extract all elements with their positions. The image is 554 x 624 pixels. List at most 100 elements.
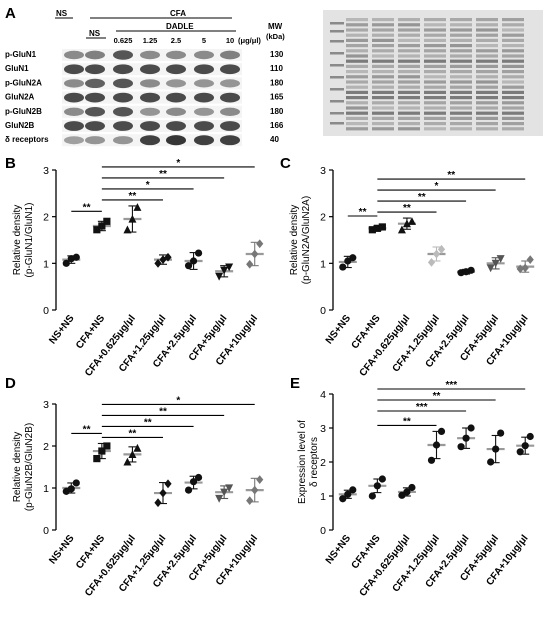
stain-band — [398, 18, 420, 22]
band-lane-2 — [85, 64, 105, 75]
data-point — [368, 492, 376, 500]
band-lane-5 — [166, 135, 186, 146]
band-lane-6 — [194, 121, 214, 131]
stain-band — [398, 106, 420, 110]
stain-band — [450, 75, 472, 79]
data-point — [128, 214, 137, 223]
stain-band — [372, 54, 394, 58]
stain-band — [346, 38, 368, 42]
significance-label: * — [176, 395, 180, 406]
data-point — [98, 222, 106, 230]
band-lane-4 — [140, 92, 160, 103]
data-point — [159, 255, 167, 264]
stain-band — [346, 127, 368, 131]
stain-band — [372, 44, 394, 48]
band-lane-1 — [64, 50, 84, 60]
band-lane-7 — [220, 92, 240, 103]
stain-band — [424, 64, 446, 68]
band-lane-1 — [64, 107, 84, 117]
data-point — [133, 443, 142, 452]
stain-band — [372, 127, 394, 131]
significance-label: ** — [447, 170, 455, 181]
group-cfa-ns: CFA+NS — [74, 217, 111, 351]
dose-label-1-25: 1.25 — [143, 36, 158, 45]
mw-label: MW — [268, 22, 283, 31]
stain-band — [476, 127, 498, 131]
band-lane-3 — [113, 50, 133, 60]
band-lane-7 — [220, 64, 240, 75]
band-lane-3 — [113, 107, 133, 117]
data-point — [220, 488, 229, 497]
stain-band — [398, 23, 420, 27]
stain-band — [450, 18, 472, 22]
data-point — [467, 424, 475, 432]
band-lane-4 — [140, 107, 160, 116]
stain-band — [372, 38, 394, 42]
stain-band — [502, 85, 524, 89]
band-lane-5 — [166, 64, 186, 75]
significance-label: ** — [433, 391, 441, 402]
stain-band — [372, 122, 394, 126]
stain-band — [346, 96, 368, 100]
stain-band — [346, 49, 368, 53]
data-point — [407, 217, 416, 225]
stain-band — [424, 80, 446, 84]
data-point — [521, 442, 529, 450]
y-axis-label-line-1: Relative density — [289, 205, 300, 276]
stain-band — [398, 64, 420, 68]
stain-band — [346, 70, 368, 74]
panel-a-western-blot: A NS CFA NS DADLE 0.625 1.25 2.5 5 10 (μg/μl… — [5, 5, 543, 147]
stain-band — [450, 90, 472, 94]
band-lane-3 — [113, 92, 133, 103]
band-lane-7 — [220, 121, 240, 131]
band-lane-6 — [194, 64, 214, 75]
stain-band — [398, 70, 420, 74]
stain-band — [372, 106, 394, 110]
band-label-receptors: δ receptors — [5, 135, 49, 144]
blot-row-receptors: δ receptors 40 — [5, 134, 279, 147]
stain-band — [398, 101, 420, 105]
stain-band — [450, 38, 472, 42]
significance-label: * — [435, 181, 439, 192]
data-point — [487, 458, 495, 466]
stain-band — [502, 23, 524, 27]
data-point — [123, 225, 132, 234]
stain-band — [346, 122, 368, 126]
stain-band — [502, 101, 524, 105]
significance-label: ** — [359, 207, 367, 218]
band-lane-2 — [85, 92, 105, 103]
data-point — [220, 266, 229, 275]
x-tick-label-ns-ns: NS+NS — [324, 533, 354, 567]
data-point — [496, 255, 505, 263]
stain-band — [372, 70, 394, 74]
band-lane-6 — [194, 79, 214, 88]
stain-band — [502, 75, 524, 79]
stain-band — [502, 111, 524, 115]
band-lane-7 — [220, 135, 240, 146]
stain-band — [372, 18, 394, 22]
data-point — [93, 455, 101, 463]
stain-band — [372, 96, 394, 100]
stain-band — [424, 111, 446, 115]
stain-band — [476, 59, 498, 63]
stain-band — [450, 122, 472, 126]
stain-band — [476, 122, 498, 126]
stain-band — [450, 23, 472, 27]
stain-band — [476, 54, 498, 58]
stain-band — [476, 49, 498, 53]
significance-label: ** — [159, 169, 167, 180]
band-lane-4 — [140, 135, 160, 146]
significance-label: ** — [144, 417, 152, 428]
stain-band — [502, 70, 524, 74]
stain-band — [372, 49, 394, 53]
stain-band — [424, 90, 446, 94]
stain-band — [450, 101, 472, 105]
y-axis-label-line-2: δ receptors — [309, 437, 320, 487]
band-label-glun2b: GluN2B — [5, 121, 35, 130]
stain-band — [346, 64, 368, 68]
data-point — [67, 485, 75, 493]
data-point — [98, 447, 106, 455]
data-point — [72, 479, 80, 487]
stain-band — [372, 111, 394, 115]
stain-band — [346, 80, 368, 84]
